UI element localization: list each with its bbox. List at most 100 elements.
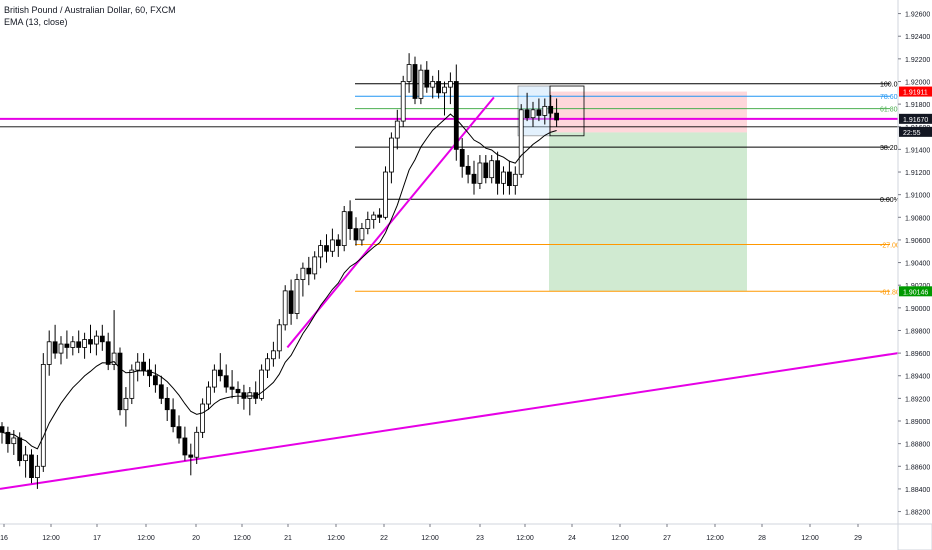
- candle-body[interactable]: [111, 352, 117, 365]
- candle-body[interactable]: [82, 339, 87, 348]
- candle-body[interactable]: [400, 81, 406, 122]
- candle-body[interactable]: [170, 409, 176, 428]
- candle-body[interactable]: [182, 437, 188, 456]
- candle-body[interactable]: [217, 369, 223, 377]
- candle-body[interactable]: [347, 211, 353, 230]
- candle-body[interactable]: [135, 361, 141, 371]
- candle-body[interactable]: [406, 64, 412, 82]
- candle-body[interactable]: [194, 431, 200, 458]
- candle-body[interactable]: [329, 239, 335, 252]
- candle-body[interactable]: [147, 369, 152, 377]
- candle-body[interactable]: [418, 69, 424, 99]
- candle-body[interactable]: [164, 397, 170, 411]
- candle-body[interactable]: [129, 369, 135, 399]
- candle-body[interactable]: [495, 160, 501, 184]
- time-axis[interactable]: [0, 524, 898, 550]
- candle-body[interactable]: [388, 137, 394, 173]
- indicator-title[interactable]: EMA (13, close): [4, 17, 68, 27]
- candle-body[interactable]: [64, 343, 70, 348]
- candle-body[interactable]: [229, 386, 235, 390]
- candle-body[interactable]: [200, 403, 206, 433]
- trendline[interactable]: [286, 96, 495, 349]
- candle-body[interactable]: [447, 81, 453, 88]
- candle-body[interactable]: [76, 341, 82, 348]
- stop-zone[interactable]: [549, 91, 747, 133]
- candle-body[interactable]: [5, 431, 11, 445]
- candle-body[interactable]: [377, 214, 383, 218]
- candle-body[interactable]: [17, 437, 23, 462]
- candle-body[interactable]: [52, 341, 58, 354]
- candle-body[interactable]: [512, 173, 518, 187]
- candle-body[interactable]: [11, 437, 17, 445]
- candle-body[interactable]: [270, 350, 276, 360]
- candle-body[interactable]: [276, 324, 282, 352]
- candle-body[interactable]: [235, 388, 241, 394]
- candle-body[interactable]: [318, 245, 324, 258]
- candle-body[interactable]: [152, 375, 158, 386]
- candle-body[interactable]: [312, 256, 318, 275]
- candle-body[interactable]: [288, 290, 294, 314]
- candle-body[interactable]: [442, 86, 447, 94]
- candle-body[interactable]: [524, 109, 530, 119]
- candle-body[interactable]: [88, 339, 93, 345]
- candle-body[interactable]: [359, 228, 365, 241]
- candle-body[interactable]: [335, 239, 341, 246]
- candle-body[interactable]: [206, 386, 211, 405]
- candle-body[interactable]: [294, 279, 300, 314]
- candle-body[interactable]: [35, 465, 40, 478]
- candle-body[interactable]: [282, 290, 288, 326]
- candle-body[interactable]: [99, 335, 105, 343]
- candle-body[interactable]: [542, 105, 548, 116]
- candle-body[interactable]: [188, 454, 194, 458]
- candle-body[interactable]: [141, 361, 147, 371]
- candle-body[interactable]: [265, 358, 270, 371]
- candle-body[interactable]: [117, 352, 123, 411]
- candle-body[interactable]: [477, 162, 483, 184]
- candle-body[interactable]: [223, 375, 229, 388]
- target-zone[interactable]: [549, 132, 747, 292]
- candle-body[interactable]: [530, 109, 536, 119]
- candle-body[interactable]: [453, 81, 459, 150]
- candle-body[interactable]: [176, 426, 182, 439]
- candle-body[interactable]: [489, 160, 495, 179]
- candle-body[interactable]: [158, 384, 164, 399]
- candle-body[interactable]: [548, 105, 554, 114]
- candle-body[interactable]: [300, 267, 306, 280]
- candle-body[interactable]: [394, 120, 400, 139]
- candle-body[interactable]: [365, 219, 371, 230]
- candle-body[interactable]: [518, 109, 524, 175]
- candle-body[interactable]: [471, 173, 477, 184]
- candle-body[interactable]: [536, 109, 542, 116]
- candle-body[interactable]: [430, 81, 436, 88]
- candle-body[interactable]: [554, 112, 559, 121]
- candle-body[interactable]: [58, 343, 64, 354]
- candle-body[interactable]: [412, 64, 418, 99]
- candle-body[interactable]: [324, 245, 329, 252]
- candle-body[interactable]: [105, 341, 111, 365]
- candle-body[interactable]: [123, 397, 129, 411]
- candle-body[interactable]: [371, 214, 377, 220]
- candle-body[interactable]: [23, 454, 29, 462]
- candle-body[interactable]: [0, 426, 5, 433]
- candle-body[interactable]: [383, 171, 388, 218]
- candle-body[interactable]: [459, 148, 465, 167]
- candle-body[interactable]: [501, 171, 506, 184]
- candle-body[interactable]: [29, 454, 34, 478]
- candle-body[interactable]: [465, 165, 471, 175]
- candle-body[interactable]: [341, 211, 347, 246]
- candle-body[interactable]: [483, 162, 489, 179]
- symbol-title[interactable]: British Pound / Australian Dollar, 60, F…: [4, 5, 176, 15]
- candle-body[interactable]: [46, 341, 52, 365]
- candle-body[interactable]: [40, 364, 46, 467]
- candle-body[interactable]: [424, 69, 430, 88]
- candle-body[interactable]: [211, 369, 217, 388]
- candle-body[interactable]: [70, 341, 76, 348]
- candle-body[interactable]: [506, 171, 512, 187]
- candle-body[interactable]: [241, 392, 247, 399]
- trendline[interactable]: [0, 352, 899, 490]
- candle-body[interactable]: [353, 228, 359, 241]
- candle-body[interactable]: [436, 81, 442, 94]
- candle-body[interactable]: [259, 369, 265, 399]
